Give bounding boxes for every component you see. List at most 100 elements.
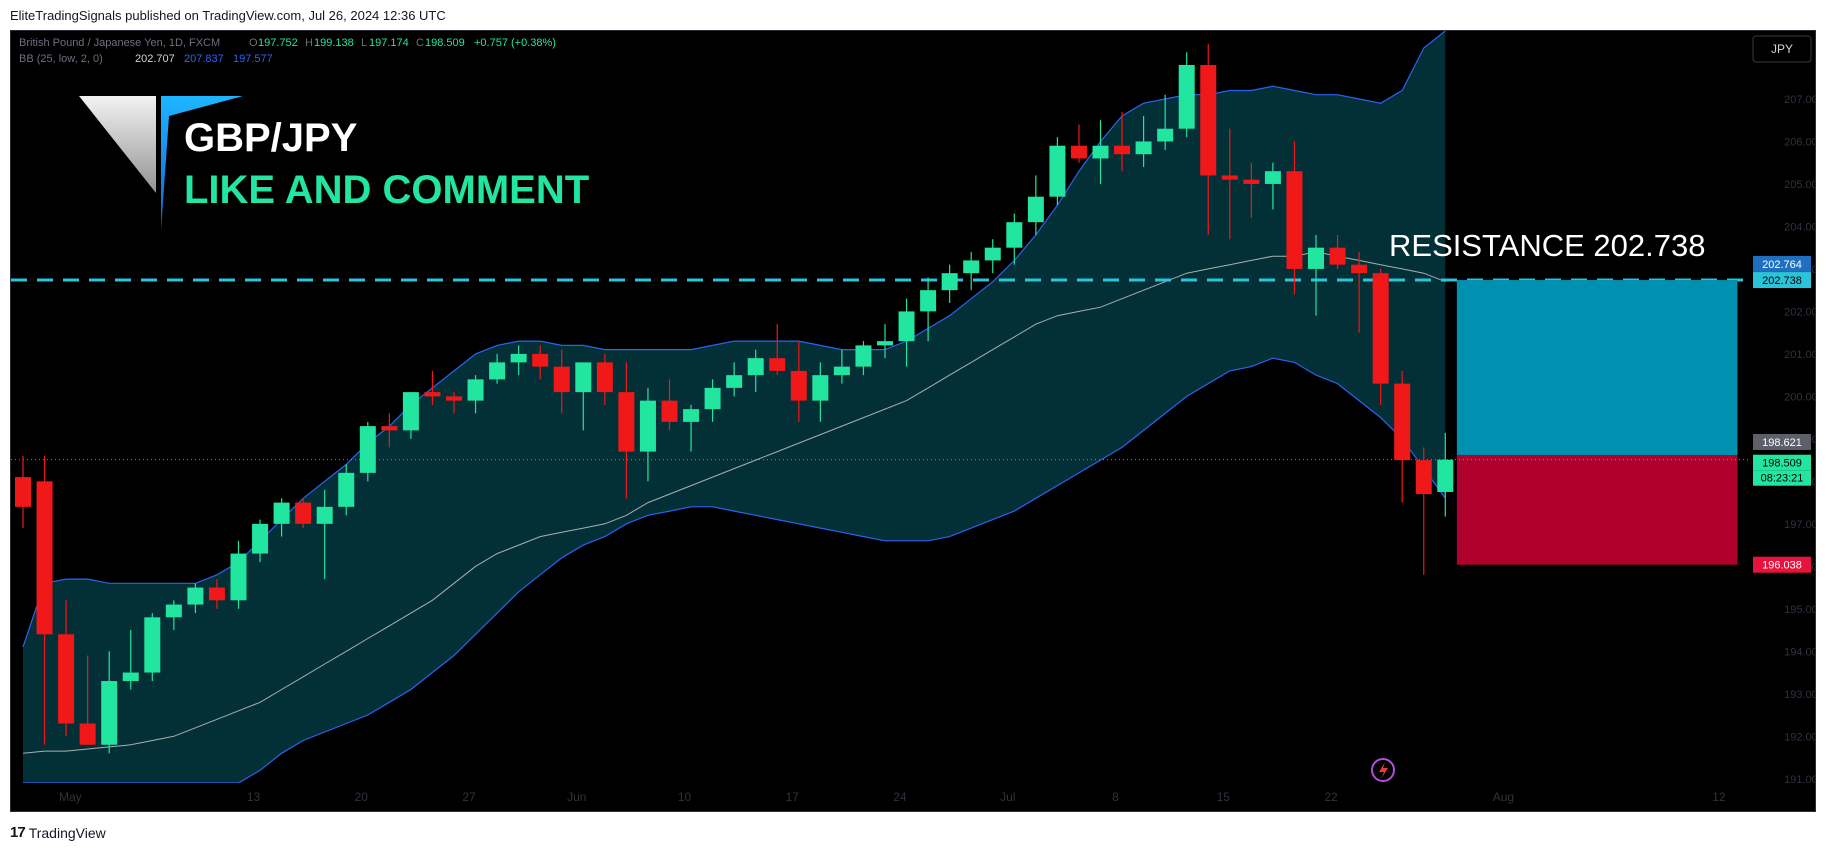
tag-resistance-text: 202.738 — [1762, 275, 1802, 287]
candle — [144, 613, 161, 682]
candle — [812, 362, 829, 422]
candlestick-series — [15, 43, 1454, 754]
time-tick-label: Jul — [1000, 790, 1015, 804]
candle-body — [446, 396, 462, 401]
publisher-line: EliteTradingSignals published on Trading… — [10, 8, 446, 23]
price-chart[interactable]: 207.000206.000205.000204.000203.000202.0… — [11, 31, 1816, 812]
stop-zone — [1456, 454, 1738, 565]
candle-body — [683, 409, 700, 422]
tag-entry-text: 198.621 — [1762, 437, 1802, 449]
time-tick-label: 17 — [786, 790, 800, 804]
candle-body — [316, 506, 333, 524]
candle — [532, 345, 549, 380]
legend-open: 197.752 — [258, 37, 298, 49]
candle — [1415, 447, 1432, 575]
candle-body — [58, 634, 75, 724]
lightning-icon[interactable] — [1371, 758, 1395, 782]
candle-body — [467, 379, 484, 401]
candle — [639, 387, 656, 482]
candle — [833, 349, 850, 384]
band-fill — [23, 31, 1446, 783]
candle-body — [208, 587, 225, 601]
candle — [1221, 128, 1238, 240]
candle-body — [532, 353, 549, 367]
candle — [963, 251, 980, 291]
candle — [1135, 115, 1152, 167]
candle — [898, 298, 915, 367]
candle-body — [273, 502, 290, 524]
candle-body — [984, 247, 1001, 261]
price-tick-label: 197.000 — [1784, 519, 1816, 531]
time-tick-label: 8 — [1112, 790, 1119, 804]
candle-body — [1286, 171, 1303, 269]
currency-button[interactable]: JPY — [1752, 35, 1812, 63]
candle — [424, 370, 441, 405]
time-axis-bg — [11, 783, 1751, 811]
target-zone — [1456, 280, 1738, 455]
candle-body — [575, 362, 592, 393]
tag-last-price: 198.509 — [1753, 454, 1811, 471]
candle-body — [1114, 145, 1131, 155]
candle — [208, 579, 225, 609]
legend-change: +0.757 (+0.38%) — [474, 37, 556, 49]
candle — [1286, 141, 1303, 295]
candle-body — [1027, 196, 1044, 223]
legend-bb-label: BB (25, low, 2, 0) — [19, 53, 103, 65]
candle-body — [1049, 145, 1066, 197]
price-tick-label: 206.000 — [1784, 136, 1816, 148]
candle-body — [1178, 64, 1195, 129]
time-tick-label: 27 — [462, 790, 476, 804]
price-tick-label: 194.000 — [1784, 646, 1816, 658]
candle-body — [230, 553, 247, 601]
candle — [596, 353, 613, 405]
time-tick-label: 22 — [1324, 790, 1338, 804]
candle — [1157, 94, 1174, 150]
candle-body — [489, 362, 506, 380]
candle-body — [963, 260, 980, 274]
time-tick-label: May — [59, 790, 82, 804]
tag-bb-upper-text: 202.764 — [1762, 259, 1802, 271]
candle-body — [618, 392, 635, 452]
candle — [230, 540, 247, 609]
candle-body — [1437, 459, 1454, 492]
candle-body — [165, 604, 182, 618]
candle — [467, 375, 484, 414]
tag-last-price-bg — [1753, 454, 1811, 471]
overlay-subtitle: LIKE AND COMMENT — [184, 168, 589, 212]
brand-logo — [79, 96, 243, 231]
tag-entry-bg — [1753, 433, 1811, 450]
candle — [1372, 268, 1389, 405]
candle — [316, 489, 333, 580]
time-tick-label: 10 — [678, 790, 692, 804]
candle — [15, 455, 31, 529]
candle-body — [1070, 145, 1087, 159]
candle — [1200, 43, 1217, 235]
price-tick-label: 201.000 — [1784, 349, 1816, 361]
time-tick-label: 15 — [1217, 790, 1231, 804]
currency-button-label[interactable]: JPY — [1771, 42, 1793, 56]
candle-body — [1157, 128, 1174, 142]
long-position-tool[interactable] — [11, 280, 1751, 565]
tag-countdown-bg — [1753, 470, 1811, 486]
candle — [1394, 370, 1411, 503]
candle — [683, 404, 700, 452]
candle-body — [1264, 171, 1281, 184]
time-tick-label: Aug — [1493, 790, 1514, 804]
price-tick-label: 205.000 — [1784, 179, 1816, 191]
candle-body — [833, 366, 850, 376]
candle — [984, 239, 1001, 274]
candle — [769, 324, 786, 376]
candle-body — [15, 477, 31, 507]
legend-symbol: British Pound / Japanese Yen, 1D, FXCM — [19, 37, 220, 49]
candle — [1308, 234, 1324, 316]
time-tick-label: Jun — [567, 790, 586, 804]
tradingview-logo-icon: 17 — [10, 824, 26, 841]
candle — [58, 600, 75, 737]
tag-resistance: 202.738 — [1753, 272, 1811, 289]
tag-stop-bg — [1753, 556, 1811, 573]
candle — [36, 455, 53, 745]
chart-panel[interactable]: 207.000206.000205.000204.000203.000202.0… — [10, 30, 1816, 812]
candle-body — [79, 723, 96, 745]
legend-c-label: C — [416, 37, 424, 49]
tag-last-price-text: 198.509 — [1762, 458, 1802, 470]
